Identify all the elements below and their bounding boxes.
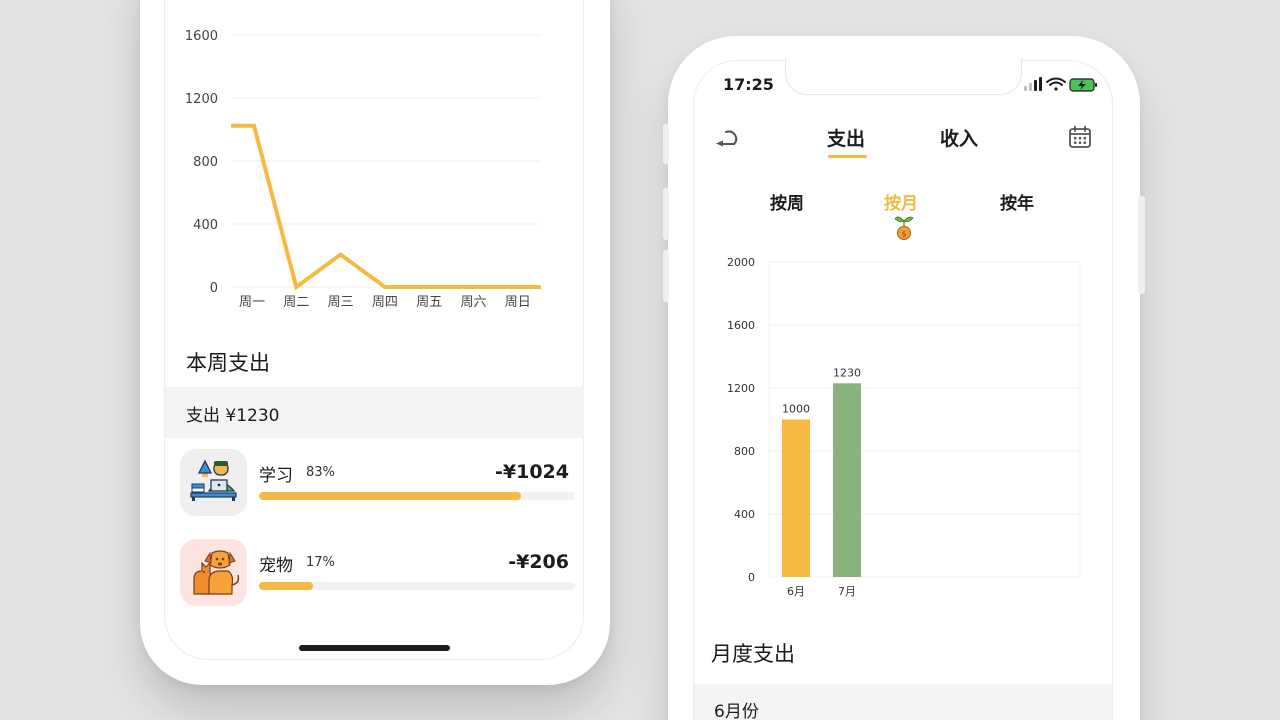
study-person-computer-icon [180, 449, 247, 516]
x-tick-label: 周二 [283, 295, 309, 310]
category-row-study[interactable]: 学习 83% -¥1024 [180, 449, 575, 517]
battery-charging-icon [1069, 78, 1097, 92]
category-progress-fill-pet [259, 582, 313, 590]
category-amount-pet: -¥206 [508, 551, 569, 573]
x-tick-label: 周六 [460, 295, 486, 310]
pet-dog-cat-icon [180, 539, 247, 606]
y-tick-label: 1600 [727, 319, 755, 332]
x-tick-label: 7月 [838, 585, 856, 598]
power-button [1138, 196, 1145, 294]
period-tab-year[interactable]: 按年 [1000, 194, 1034, 214]
x-tick-label: 6月 [787, 585, 805, 598]
y-tick-label: 800 [193, 155, 218, 170]
x-tick-label: 周日 [505, 295, 531, 310]
y-tick-label: 800 [734, 445, 755, 458]
weekly-summary-bar [165, 387, 584, 438]
y-tick-label: 400 [734, 508, 755, 521]
monthly-summary-text: 6月份 [714, 702, 759, 720]
period-tab-month[interactable]: 按月 [884, 194, 918, 214]
data-label: 1230 [833, 366, 861, 379]
category-name-study: 学习 [259, 466, 293, 486]
silent-switch [663, 124, 669, 164]
category-row-pet[interactable]: 宠物 17% -¥206 [180, 539, 575, 607]
tab-income[interactable]: 收入 [940, 128, 979, 150]
x-tick-label: 周五 [416, 295, 442, 310]
x-tick-label: 周三 [328, 295, 354, 310]
y-tick-label: 400 [193, 218, 218, 233]
volume-down-button [663, 250, 669, 302]
calendar-icon[interactable] [1068, 125, 1092, 153]
tab-spend[interactable]: 支出 [827, 128, 866, 150]
data-label: 1000 [782, 403, 810, 416]
y-tick-label: 1600 [185, 29, 218, 44]
cellular-signal-icon [1024, 77, 1042, 91]
wifi-icon [1046, 77, 1066, 91]
y-tick-label: 0 [210, 281, 218, 296]
monthly-summary-bar [694, 684, 1112, 720]
back-arrow-icon[interactable] [714, 126, 740, 152]
period-tab-week[interactable]: 按周 [770, 194, 804, 214]
category-progress-track-pet [259, 582, 575, 590]
y-tick-label: 1200 [727, 382, 755, 395]
weekly-summary-text: 支出 ¥1230 [186, 406, 280, 426]
category-amount-study: -¥1024 [495, 461, 569, 483]
status-bar-time: 17:25 [723, 75, 774, 94]
svg-text:$: $ [901, 230, 906, 239]
status-bar-icons [1022, 76, 1100, 98]
home-indicator [299, 645, 450, 651]
phone-notch [785, 58, 1022, 95]
category-name-pet: 宠物 [259, 556, 293, 576]
category-progress-fill-study [259, 492, 522, 500]
right-phone-screen [693, 60, 1113, 720]
category-percent-study: 83% [306, 465, 335, 480]
bar-6月 [782, 419, 810, 577]
category-percent-pet: 17% [306, 555, 335, 570]
y-tick-label: 1200 [185, 92, 218, 107]
x-tick-label: 周一 [239, 295, 265, 310]
y-tick-label: 2000 [727, 256, 755, 269]
coin-sprout-icon: $ [891, 213, 917, 245]
y-tick-label: 0 [748, 571, 755, 584]
x-tick-label: 周四 [372, 295, 398, 310]
monthly-expense-title: 月度支出 [711, 642, 795, 666]
volume-up-button [663, 188, 669, 240]
category-progress-track-study [259, 492, 575, 500]
tab-spend-underline [828, 155, 867, 158]
bar-7月 [833, 383, 861, 577]
weekly-expense-title: 本周支出 [186, 351, 270, 375]
